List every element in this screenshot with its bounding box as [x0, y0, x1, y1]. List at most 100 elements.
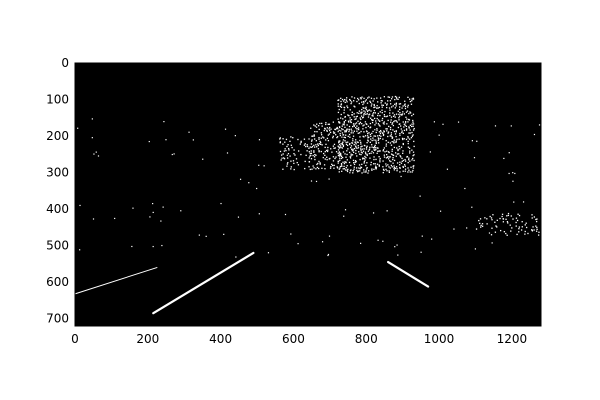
detected-pixel [311, 168, 313, 170]
detected-pixel [379, 114, 381, 117]
detected-pixel [310, 152, 313, 154]
detected-pixel [371, 115, 373, 117]
detected-pixel [405, 120, 407, 123]
detected-pixel [372, 112, 375, 114]
detected-pixel [305, 154, 307, 156]
noise-pixel [284, 213, 287, 216]
detected-pixel [357, 97, 359, 100]
detected-pixel [383, 156, 386, 158]
detected-pixel [279, 138, 281, 140]
detected-pixel [350, 145, 353, 147]
detected-pixel [362, 100, 365, 103]
detected-pixel [377, 119, 380, 121]
detected-pixel [363, 136, 365, 138]
detected-pixel [403, 113, 406, 115]
detected-pixel [400, 146, 403, 148]
detected-pixel [373, 146, 376, 148]
detected-pixel [408, 98, 411, 100]
detected-pixel [366, 145, 368, 147]
detected-pixel [343, 107, 346, 109]
detected-pixel [395, 141, 397, 143]
detected-pixel [402, 166, 404, 168]
detected-pixel [341, 128, 343, 130]
detected-pixel [346, 159, 348, 161]
noise-pixel [344, 209, 347, 211]
detected-pixel [404, 168, 407, 170]
detected-pixel [395, 113, 398, 115]
detected-pixel [350, 132, 352, 134]
detected-pixel [359, 117, 361, 119]
detected-pixel [352, 148, 354, 150]
detected-pixel [358, 164, 361, 166]
detected-pixel [347, 106, 349, 109]
detected-pixel [360, 149, 362, 151]
noise-pixel [223, 233, 225, 235]
detected-pixel [495, 225, 497, 227]
detected-pixel [372, 137, 374, 139]
detected-pixel [369, 122, 372, 125]
lane-line-1 [74, 267, 158, 295]
detected-pixel [412, 98, 415, 100]
detected-pixel [355, 146, 357, 148]
detected-pixel [367, 139, 369, 141]
detected-pixel [357, 147, 360, 149]
detected-pixel [344, 140, 346, 142]
detected-pixel [363, 131, 365, 133]
detected-pixel [387, 141, 389, 143]
detected-pixel [337, 111, 340, 114]
detected-pixel [333, 147, 335, 149]
detected-pixel [334, 147, 336, 149]
detected-pixel [365, 106, 367, 108]
x-tick-label: 200 [136, 332, 159, 346]
detected-pixel [393, 120, 395, 123]
detected-pixel [373, 149, 375, 151]
detected-pixel [400, 156, 402, 158]
detected-pixel [371, 150, 373, 153]
detected-pixel [393, 114, 396, 116]
detected-pixel [388, 107, 391, 109]
detected-pixel [404, 122, 407, 124]
detected-pixel [371, 168, 373, 170]
detected-pixel [506, 234, 508, 236]
detected-pixel [382, 150, 384, 152]
noise-pixel [442, 123, 444, 125]
detected-pixel [405, 111, 408, 113]
detected-pixel [360, 143, 362, 145]
axes-frame [74, 62, 542, 327]
detected-pixel [385, 145, 387, 147]
detected-pixel [384, 110, 386, 113]
detected-pixel [339, 126, 341, 129]
detected-pixel [313, 151, 315, 153]
detected-pixel [321, 144, 323, 146]
detected-pixel [349, 109, 351, 111]
detected-pixel [347, 120, 350, 122]
detected-pixel [309, 168, 311, 171]
detected-pixel [341, 98, 344, 101]
detected-pixel [402, 150, 404, 152]
detected-pixel [360, 130, 362, 133]
detected-pixel [330, 148, 332, 150]
detected-pixel [342, 161, 344, 163]
detected-pixel [345, 143, 348, 145]
detected-pixel [342, 123, 344, 125]
detected-pixel [396, 98, 398, 100]
detected-pixel [380, 100, 382, 102]
noise-pixel [327, 254, 329, 257]
detected-pixel [326, 137, 329, 140]
detected-pixel [395, 166, 398, 168]
detected-pixel [411, 100, 413, 102]
detected-pixel [279, 141, 281, 143]
detected-pixel [319, 163, 321, 165]
detected-pixel [337, 154, 340, 157]
detected-pixel [381, 112, 383, 114]
detected-pixel [293, 162, 295, 165]
detected-pixel [332, 135, 334, 137]
detected-pixel [292, 160, 295, 162]
detected-pixel [352, 135, 355, 137]
detected-pixel [536, 226, 538, 229]
detected-pixel [533, 216, 536, 218]
noise-pixel [369, 148, 371, 150]
detected-pixel [389, 103, 392, 105]
detected-pixel [494, 221, 496, 223]
